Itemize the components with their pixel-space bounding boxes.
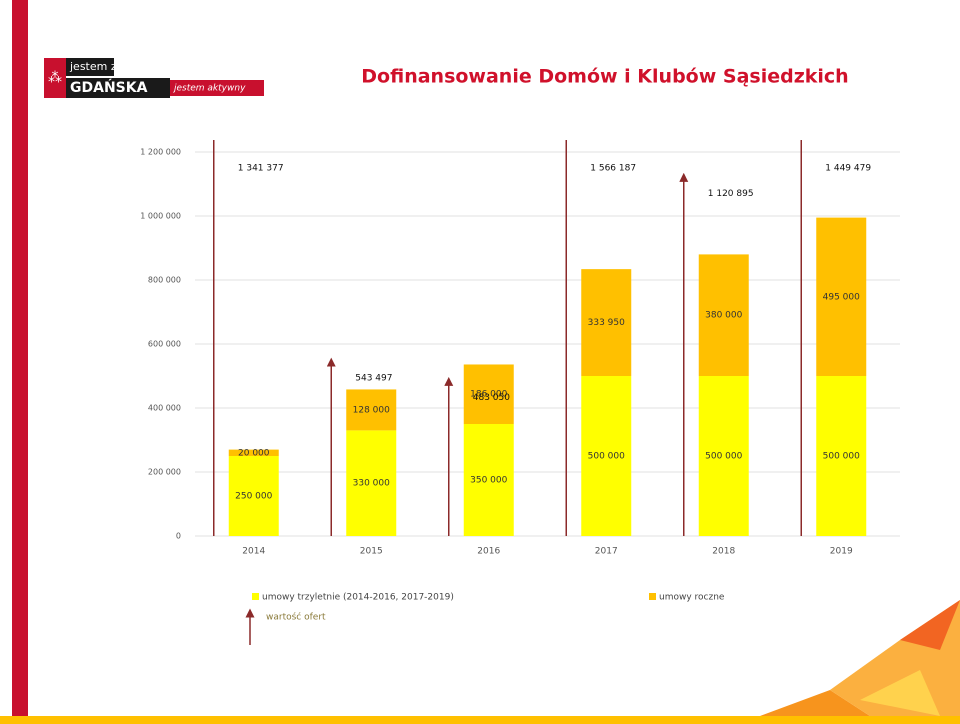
offer-label: 543 497 [355, 374, 392, 384]
y-tick-label: 1 200 000 [140, 148, 181, 157]
page: ⁂ jestem z GDAŃSKA jestem aktywny Dofina… [0, 0, 960, 724]
offer-label: 1 449 479 [825, 164, 871, 174]
y-tick-label: 0 [176, 532, 181, 541]
x-tick-label: 2015 [360, 547, 383, 557]
logo: ⁂ jestem z GDAŃSKA jestem aktywny [44, 58, 264, 98]
side-bar [12, 0, 28, 724]
bar-value-label: 250 000 [235, 492, 272, 502]
x-tick-label: 2017 [595, 547, 618, 557]
y-tick-label: 600 000 [148, 340, 181, 349]
bar-value-label: 333 950 [588, 318, 625, 328]
bar-value-label: 500 000 [705, 452, 742, 462]
x-tick-label: 2014 [242, 547, 265, 557]
logo-line2: GDAŃSKA [70, 78, 148, 96]
bar-value-label: 330 000 [353, 479, 390, 489]
x-tick-label: 2018 [712, 547, 735, 557]
bar-value-label: 500 000 [588, 452, 625, 462]
bar-value-label: 495 000 [823, 292, 860, 302]
legend-label: umowy roczne [659, 593, 725, 603]
slide: ⁂ jestem z GDAŃSKA jestem aktywny Dofina… [0, 0, 960, 724]
legend-label: wartość ofert [266, 612, 326, 623]
bar-value-label: 380 000 [705, 311, 742, 321]
y-tick-label: 1 000 000 [140, 212, 181, 221]
bottom-strip [0, 716, 960, 724]
bar-value-label: 500 000 [823, 452, 860, 462]
offer-label: 1 566 187 [590, 164, 636, 174]
logo-line1: jestem z [69, 60, 117, 73]
bar-value-label: 128 000 [353, 405, 390, 415]
offer-label: 1 120 895 [708, 189, 754, 199]
legend-swatch [252, 593, 259, 600]
logo-icon: ⁂ [48, 70, 62, 86]
bar-value-label: 350 000 [470, 476, 507, 486]
logo-tagline: jestem aktywny [172, 84, 246, 94]
legend-swatch [649, 593, 656, 600]
offer-label: 483 050 [473, 393, 510, 403]
bar-value-label: 20 000 [238, 448, 270, 458]
legend-label: umowy trzyletnie (2014-2016, 2017-2019) [262, 593, 454, 603]
y-tick-label: 400 000 [148, 404, 181, 413]
chart-title: Dofinansowanie Domów i Klubów Sąsiedzkic… [361, 66, 848, 88]
y-tick-label: 200 000 [148, 468, 181, 477]
y-tick-label: 800 000 [148, 276, 181, 285]
offer-label: 1 341 377 [238, 164, 284, 174]
corner-decoration [760, 600, 960, 716]
x-tick-label: 2016 [477, 547, 500, 557]
x-tick-label: 2019 [830, 547, 853, 557]
